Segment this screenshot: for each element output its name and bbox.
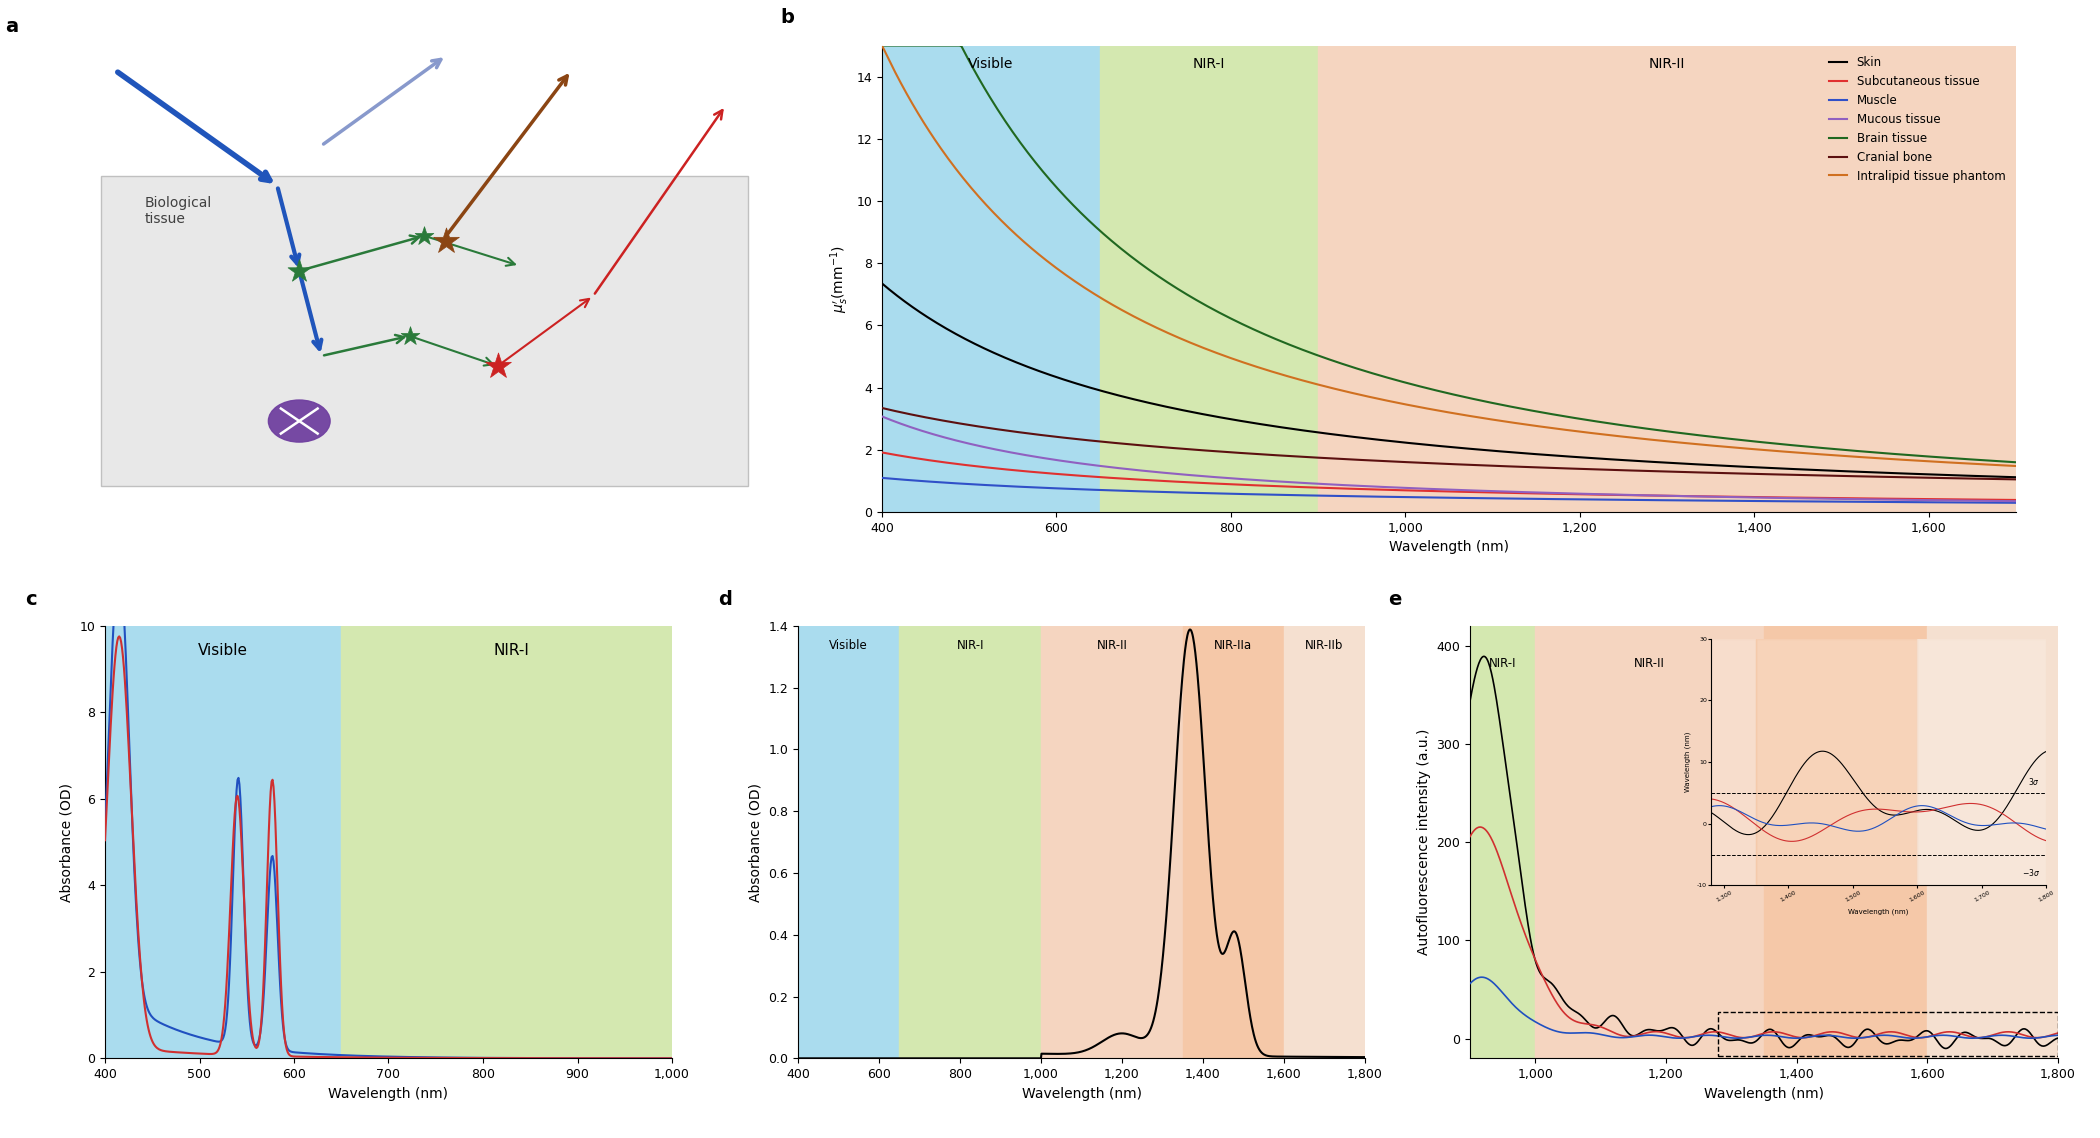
Text: NIR-IIb: NIR-IIb [1306,638,1344,652]
Point [407,226,441,245]
Text: Visible: Visible [968,57,1014,72]
Bar [798,626,899,1058]
Text: Visible: Visible [197,643,248,658]
Bar [1535,626,1764,1058]
Text: NIR-I: NIR-I [1489,658,1516,670]
X-axis label: Wavelength (nm): Wavelength (nm) [1703,1087,1825,1100]
Text: NIR-IIa: NIR-IIa [1214,638,1252,652]
Bar [1928,626,2058,1058]
Bar [1718,1012,2058,1056]
Y-axis label: $\mu_s'$(mm$^{-1}$): $\mu_s'$(mm$^{-1}$) [827,245,851,313]
Point [428,232,462,250]
X-axis label: Wavelength (nm): Wavelength (nm) [1021,1087,1142,1100]
Y-axis label: Absorbance (OD): Absorbance (OD) [59,783,74,901]
Point [281,262,315,280]
Text: NIR-II: NIR-II [1648,57,1686,72]
FancyBboxPatch shape [101,175,748,486]
Text: NIR-IIb: NIR-IIb [1974,658,2012,670]
Text: e: e [1388,589,1401,609]
Bar [1283,626,1365,1058]
Text: NIR-II: NIR-II [1634,658,1665,670]
Bar [1100,46,1319,512]
Circle shape [269,401,330,442]
Bar [899,626,1042,1058]
Bar [1764,626,1928,1058]
Text: Visible: Visible [830,638,867,652]
Point [393,327,426,345]
Text: NIR-I: NIR-I [494,643,529,658]
X-axis label: Wavelength (nm): Wavelength (nm) [1388,541,1510,554]
Text: b: b [779,8,794,27]
Bar [1470,626,1535,1058]
Point [481,357,514,376]
Y-axis label: Absorbance (OD): Absorbance (OD) [750,783,762,901]
Y-axis label: Autofluorescence intensity (a.u.): Autofluorescence intensity (a.u.) [1418,729,1430,955]
Bar [340,626,672,1058]
Text: d: d [718,589,733,609]
Bar [1042,626,1182,1058]
Text: a: a [4,17,19,35]
Text: NIR-II: NIR-II [1096,638,1128,652]
Bar [1182,626,1283,1058]
Text: NIR-I: NIR-I [1193,57,1224,72]
Bar [1319,46,2016,512]
Text: Biological
tissue: Biological tissue [145,196,212,226]
X-axis label: Wavelength (nm): Wavelength (nm) [328,1087,449,1100]
Bar [882,46,1100,512]
Text: c: c [25,589,38,609]
Bar [105,626,340,1058]
Legend: Skin, Subcutaneous tissue, Muscle, Mucous tissue, Brain tissue, Cranial bone, In: Skin, Subcutaneous tissue, Muscle, Mucou… [1825,51,2010,188]
Text: NIR-I: NIR-I [956,638,985,652]
Text: NIR-IIa: NIR-IIa [1827,658,1865,670]
